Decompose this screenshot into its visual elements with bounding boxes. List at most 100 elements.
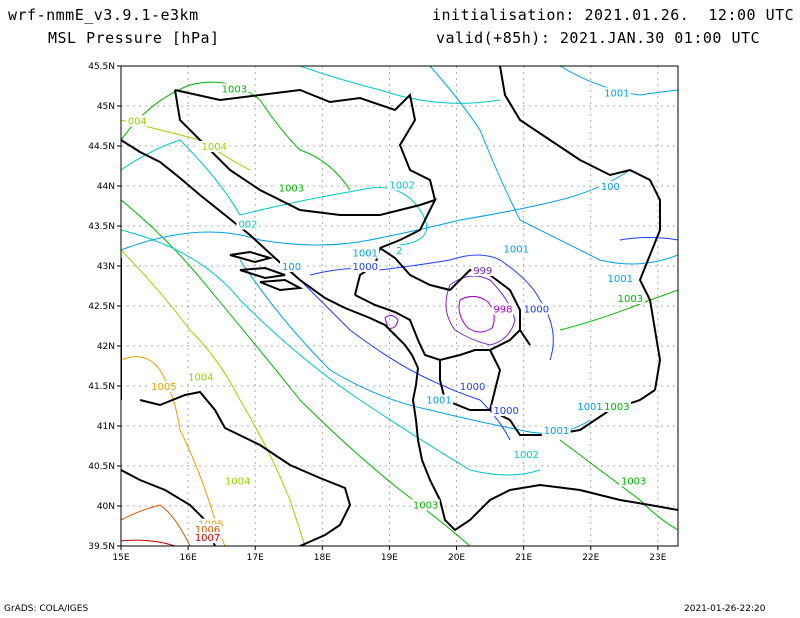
tick-label-lat: 44N bbox=[97, 182, 115, 192]
contour-label: 1000 bbox=[353, 262, 378, 273]
contour-label: 1003 bbox=[621, 476, 646, 487]
contour-label-bg bbox=[598, 181, 622, 192]
tick-label-lat: 42N bbox=[97, 342, 115, 352]
contour-label: 1003 bbox=[222, 84, 247, 95]
tick-label-lon: 16E bbox=[180, 553, 197, 563]
tick-label-lon: 21E bbox=[515, 553, 532, 563]
contour-label: 1003 bbox=[604, 402, 629, 413]
contour-label-bg bbox=[125, 115, 149, 127]
contour-label-bg bbox=[394, 245, 405, 256]
tick-label-lon: 18E bbox=[314, 553, 331, 563]
coastline-italy bbox=[121, 258, 352, 546]
contour-label: 1001 bbox=[426, 396, 451, 407]
isobar-1001 bbox=[121, 66, 678, 434]
tick-label-lon: 20E bbox=[448, 553, 465, 563]
axis-ticks: 15E 16E 17E 18E 19E 20E 21E 22E 23E 39.5N 40N 40.5N… bbox=[88, 62, 667, 563]
contour-label-bg bbox=[511, 449, 541, 460]
contour-label-bg bbox=[196, 518, 225, 530]
contour-label-bg bbox=[491, 303, 515, 315]
footer-credit: GrADS: COLA/IGES bbox=[4, 604, 89, 614]
tick-label-lat: 40N bbox=[97, 502, 115, 512]
contour-label-bg bbox=[149, 381, 178, 392]
contour-label-bg bbox=[410, 499, 440, 511]
contour-label-bg bbox=[219, 83, 249, 95]
contour-label-bg bbox=[471, 265, 494, 276]
tick-label-lat: 41.5N bbox=[88, 382, 115, 392]
tick-label-lat: 45.5N bbox=[88, 62, 115, 72]
tick-label-lat: 45N bbox=[97, 102, 115, 112]
coastline-adriatic-east bbox=[121, 139, 419, 369]
contour-label-bg bbox=[491, 405, 521, 416]
contour-label: 004 bbox=[128, 116, 147, 127]
tick-label-lat: 44.5N bbox=[88, 142, 115, 152]
contour-label: 1001 bbox=[353, 248, 378, 259]
contour-label: 1004 bbox=[202, 142, 227, 153]
contour-label-bg bbox=[280, 261, 303, 272]
tick-label-lon: 19E bbox=[381, 553, 398, 563]
contour-label: 2 bbox=[396, 246, 402, 257]
contour-label: 1004 bbox=[225, 476, 250, 487]
contour-label-bg bbox=[424, 394, 454, 406]
contour-label: 100 bbox=[601, 182, 620, 193]
contour-label: 1001 bbox=[604, 88, 629, 99]
contour-label-bg bbox=[236, 218, 260, 230]
contour-label: 1006 bbox=[195, 525, 220, 536]
contour-label: 1003 bbox=[413, 500, 438, 511]
contour-label-bg bbox=[575, 401, 605, 412]
contour-label: 1003 bbox=[618, 294, 643, 305]
contour-label-bg bbox=[276, 182, 306, 194]
contour-label: 999 bbox=[473, 266, 492, 277]
isobar-1007 bbox=[121, 539, 176, 546]
tick-label-lat: 42.5N bbox=[88, 302, 115, 312]
isobar-998 bbox=[458, 296, 495, 333]
tick-label-lon: 17E bbox=[247, 553, 264, 563]
tick-label-lon: 15E bbox=[112, 553, 129, 563]
contour-label: 1001 bbox=[577, 402, 602, 413]
variable-title: MSL Pressure [hPa] bbox=[48, 29, 220, 47]
contour-label-bg bbox=[223, 475, 252, 487]
contour-label-bg bbox=[521, 303, 551, 315]
contour-label: 1003 bbox=[279, 184, 304, 195]
contour-label: 998 bbox=[493, 304, 512, 315]
border-serbia bbox=[379, 66, 662, 391]
tick-label-lat: 43.5N bbox=[88, 222, 115, 232]
border-croatia-north bbox=[174, 88, 436, 201]
contour-label-bg bbox=[387, 179, 417, 191]
isobar-998-b bbox=[384, 314, 399, 329]
contour-label: 1000 bbox=[460, 382, 485, 393]
contour-label: 1002 bbox=[514, 450, 539, 461]
contour-label-bg bbox=[541, 425, 571, 436]
contour-label-bg bbox=[199, 141, 229, 152]
tick-label-lon: 23E bbox=[649, 553, 666, 563]
isobar-999 bbox=[445, 275, 516, 346]
contour-label-bg bbox=[457, 381, 487, 392]
contour-label: 1007 bbox=[195, 533, 220, 544]
tick-label-lat: 39.5N bbox=[88, 542, 115, 552]
contour-label-bg bbox=[602, 87, 631, 99]
tick-label-lon: 22E bbox=[582, 553, 599, 563]
contour-label-bg bbox=[350, 261, 380, 272]
init-time: initialisation: 2021.01.26. 12:00 UTC bbox=[432, 6, 795, 24]
coastline-albania bbox=[411, 367, 423, 461]
footer-timestamp: 2021-01-26-22:20 bbox=[684, 604, 766, 614]
contour-label: 1001 bbox=[544, 426, 569, 437]
contour-label-bg bbox=[501, 243, 531, 255]
contour-label-bg bbox=[192, 532, 222, 544]
contour-label-bg bbox=[618, 475, 648, 487]
contour-layer bbox=[121, 66, 678, 546]
contour-label: 1001 bbox=[608, 274, 633, 285]
contour-label-bg bbox=[186, 371, 215, 383]
contour-label: 002 bbox=[238, 220, 257, 231]
gridlines bbox=[120, 65, 678, 547]
contour-label: 1000 bbox=[524, 304, 549, 315]
contour-label-bg bbox=[602, 401, 631, 412]
contour-label: 1005 bbox=[151, 382, 176, 393]
contour-label: 1000 bbox=[493, 406, 518, 417]
map-frame bbox=[120, 65, 679, 547]
tick-label-lat: 43N bbox=[97, 262, 115, 272]
isobar-1002 bbox=[121, 66, 541, 476]
tick-label-lat: 40.5N bbox=[88, 462, 115, 472]
contour-labels: 1003 004 1004 1003 1002 1001 100 1001 1001 002 2 10… bbox=[125, 83, 648, 544]
isobar-1006 bbox=[121, 504, 191, 546]
